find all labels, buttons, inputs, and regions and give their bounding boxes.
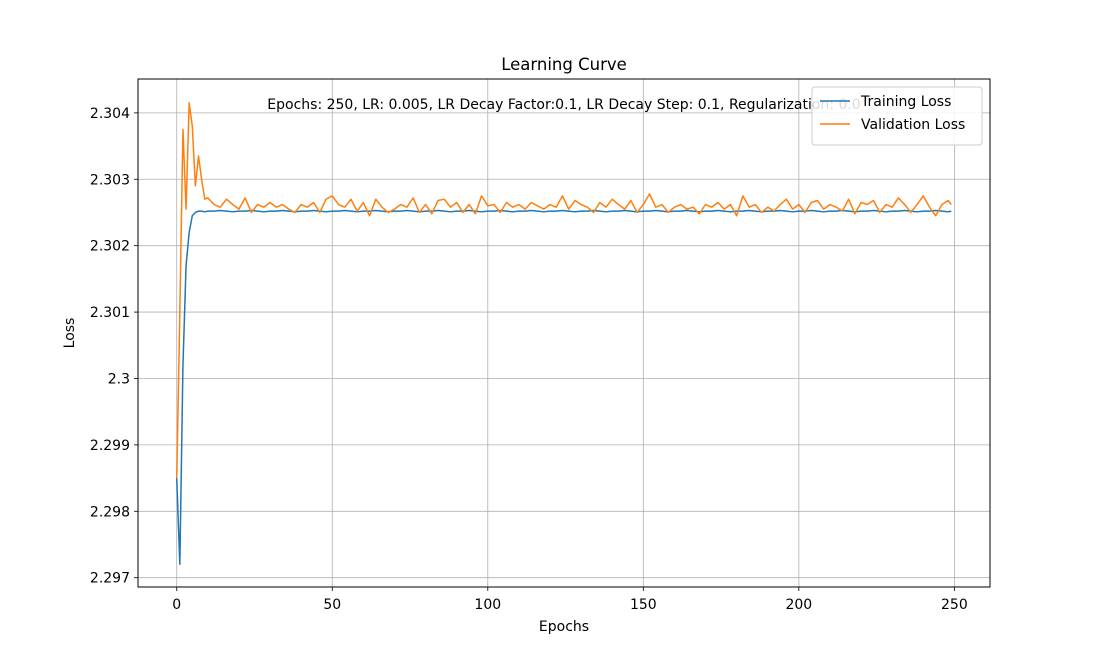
plot-area bbox=[175, 102, 952, 566]
y-axis-label: Loss bbox=[62, 318, 78, 349]
axes-frame bbox=[137, 78, 991, 588]
annotation: Epochs: 250, LR: 0.005, LR Decay Factor:… bbox=[267, 97, 860, 113]
x-tick-label: 50 bbox=[323, 597, 341, 613]
y-tick-label: 2.301 bbox=[90, 305, 130, 321]
y-tick-label: 2.304 bbox=[90, 106, 130, 122]
y-tick-label: 2.302 bbox=[90, 239, 130, 255]
legend: Training Loss Validation Loss bbox=[811, 86, 983, 146]
y-tick-label: 2.297 bbox=[90, 571, 130, 587]
line-series bbox=[175, 102, 952, 479]
grid bbox=[138, 79, 990, 587]
legend-label: Validation Loss bbox=[861, 117, 965, 133]
legend-box bbox=[811, 86, 983, 146]
x-tick-label: 0 bbox=[172, 597, 181, 613]
x-tick-label: 100 bbox=[474, 597, 501, 613]
y-tick-label: 2.3 bbox=[108, 371, 130, 387]
y-tick-label: 2.298 bbox=[90, 504, 130, 520]
y-tick-label: 2.299 bbox=[90, 438, 130, 454]
x-tick-label: 250 bbox=[941, 597, 968, 613]
x-tick-label: 150 bbox=[630, 597, 657, 613]
line-series bbox=[175, 209, 952, 566]
x-axis-label: Epochs bbox=[539, 619, 589, 635]
y-tick-label: 2.303 bbox=[90, 172, 130, 188]
chart-title: Learning Curve bbox=[501, 55, 627, 74]
ticks: 0 50 100 150 200 250 2.297 2.298 2.299 2.3 2.301 2.… bbox=[90, 106, 968, 613]
x-tick-label: 200 bbox=[785, 597, 812, 613]
legend-label: Training Loss bbox=[860, 94, 951, 110]
